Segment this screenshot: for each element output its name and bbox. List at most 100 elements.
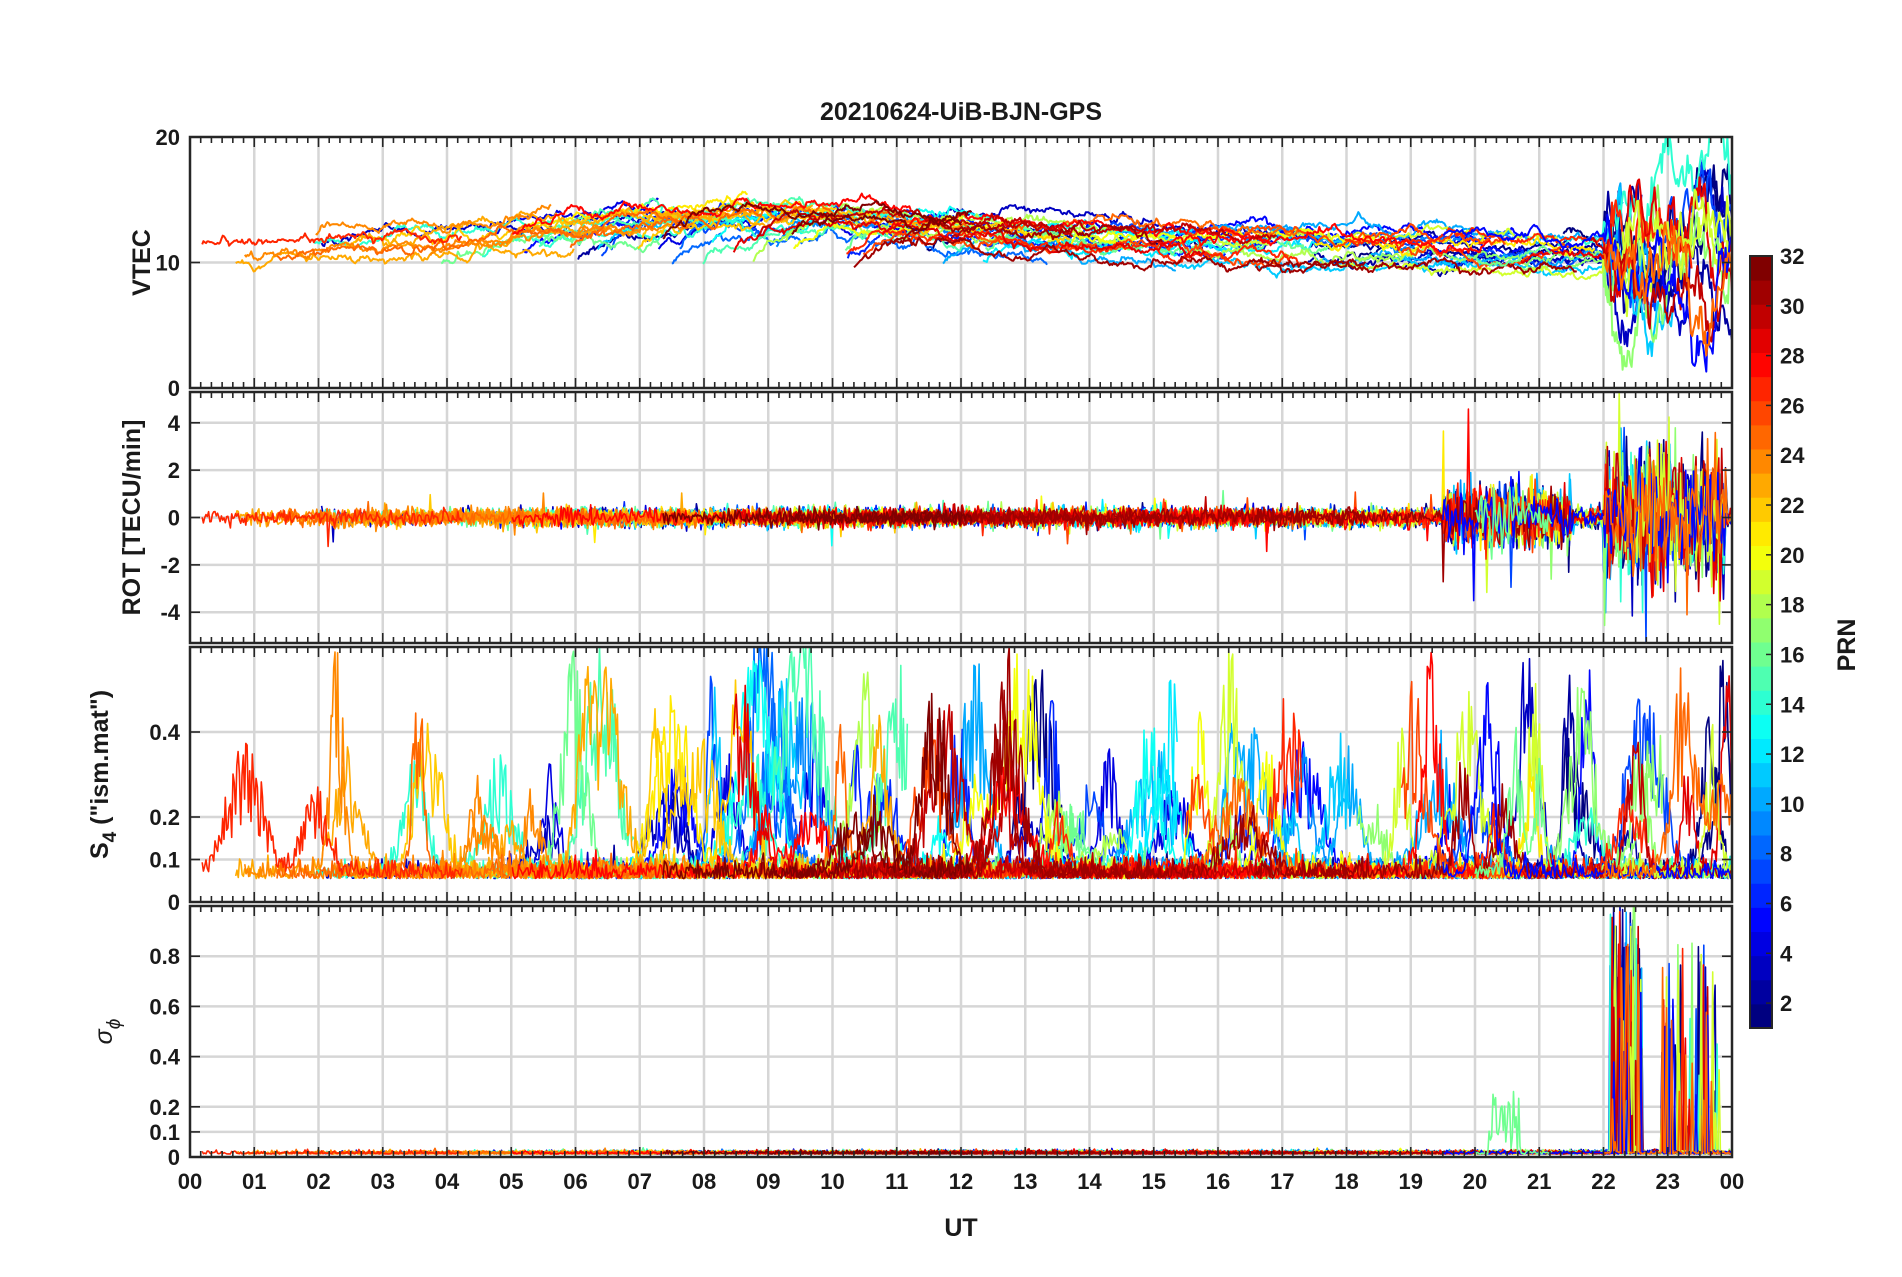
colorbar-tick-label: 10 (1780, 792, 1804, 817)
labels-layer: 01020-4-202400.10.20.400.10.20.40.60.800… (86, 98, 1744, 1242)
series-line-prn-25 (1602, 431, 1733, 616)
y-tick-label-sigphi: 0.4 (149, 1045, 180, 1070)
series-line-prn-27 (201, 228, 463, 247)
series-line-prn-29 (732, 215, 1206, 259)
series-layer (201, 136, 1733, 1155)
y-axis-label-sub: ϕ (104, 1019, 125, 1030)
x-tick-label: 06 (563, 1169, 587, 1194)
colorbar-swatch (1750, 376, 1772, 402)
series-line-prn-5 (1442, 213, 1733, 373)
colorbar-swatch (1750, 400, 1772, 426)
series-line-prn-11 (1173, 427, 1674, 558)
series-line-prn-19 (1338, 195, 1732, 318)
x-tick-label: 20 (1463, 1169, 1487, 1194)
colorbar-swatch (1750, 642, 1772, 667)
colorbar-swatch (1750, 569, 1772, 595)
y-axis-label-sigphi: σϕ (90, 1019, 125, 1045)
series-line-prn-25 (276, 218, 689, 261)
y-tick-label-s4: 0.1 (149, 848, 180, 873)
colorbar-swatch (1750, 473, 1772, 498)
x-tick-label: 00 (178, 1169, 202, 1194)
series-line-prn-32 (791, 811, 963, 879)
colorbar-tick-label: 32 (1780, 244, 1804, 269)
colorbar-label: PRN (1833, 619, 1861, 672)
colorbar-tick-label: 6 (1780, 891, 1792, 916)
x-tick-label: 15 (1142, 1169, 1166, 1194)
colorbar-swatch (1750, 810, 1772, 836)
y-tick-label-sigphi: 0.8 (149, 944, 180, 969)
series-line-prn-16 (985, 225, 1337, 256)
colorbar-swatch (1750, 424, 1772, 450)
x-tick-label: 08 (692, 1169, 716, 1194)
y-tick-label-rot: 0 (168, 506, 180, 531)
colorbar-tick-label: 26 (1780, 393, 1804, 418)
y-tick-label-vtec: 0 (168, 376, 180, 401)
x-tick-label: 18 (1334, 1169, 1358, 1194)
x-tick-label: 17 (1270, 1169, 1294, 1194)
colorbar-swatch (1750, 1003, 1772, 1029)
colorbar-tick-label: 14 (1780, 692, 1805, 717)
x-tick-label: 00 (1720, 1169, 1744, 1194)
y-tick-label-sigphi: 0.2 (149, 1095, 180, 1120)
series-line-prn-30 (757, 704, 1074, 880)
series-line-prn-10 (1157, 989, 1624, 1155)
colorbar-tick-label: 20 (1780, 543, 1804, 568)
axes-layer (188, 135, 1734, 1159)
colorbar-tick-label: 28 (1780, 344, 1804, 369)
x-tick-label: 21 (1527, 1169, 1551, 1194)
y-axis-label-rot: ROT [TECU/min] (118, 420, 146, 616)
colorbar-swatch (1750, 883, 1772, 908)
series-line-prn-25 (569, 203, 1045, 249)
series-line-prn-28 (1148, 408, 1491, 550)
colorbar-swatch (1750, 738, 1772, 764)
series-line-prn-31 (1254, 485, 1578, 583)
x-tick-label: 07 (628, 1169, 652, 1194)
colorbar-swatch (1750, 955, 1772, 981)
y-axis-label-rest: ("ism.mat") (86, 690, 114, 832)
y-axis-label-main: S (86, 842, 114, 859)
x-tick-label: 05 (499, 1169, 523, 1194)
series-line-prn-22 (637, 206, 1070, 250)
series-line-prn-27 (201, 506, 463, 548)
colorbar-tick-label: 22 (1780, 493, 1804, 518)
series-line-prn-20 (793, 215, 1141, 251)
series-line-prn-16 (1474, 486, 1553, 560)
series-line-prn-30 (1589, 223, 1733, 343)
series-line-prn-21 (1314, 236, 1596, 257)
colorbar-swatch (1750, 666, 1772, 691)
series-line-prn-24 (315, 203, 552, 236)
colorbar-tick-label: 30 (1780, 294, 1804, 319)
series-line-prn-16 (440, 232, 661, 265)
x-tick-label: 19 (1399, 1169, 1423, 1194)
series-line-prn-18 (1185, 248, 1419, 266)
colorbar-swatch (1750, 497, 1772, 522)
x-tick-label: 23 (1656, 1169, 1680, 1194)
y-axis-label-main: σ (90, 1028, 118, 1044)
y-tick-label-s4: 0.4 (149, 720, 180, 745)
x-tick-label: 11 (885, 1169, 908, 1194)
colorbar-swatch (1750, 762, 1772, 788)
x-tick-label: 09 (756, 1169, 780, 1194)
series-line-prn-5 (1442, 447, 1733, 602)
x-axis-label: UT (944, 1214, 977, 1242)
colorbar-swatch (1750, 979, 1772, 1005)
series-line-prn-28 (512, 192, 912, 235)
series-line-prn-2 (1309, 182, 1643, 267)
colorbar-tick-label: 4 (1780, 941, 1793, 966)
y-tick-label-rot: 4 (168, 411, 181, 436)
y-axis-label-sub: 4 (100, 831, 121, 842)
series-line-prn-16 (1474, 726, 1553, 879)
series-line-prn-25 (1602, 667, 1733, 880)
y-axis-label-s4: S4 ("ism.mat") (86, 690, 121, 859)
y-tick-label-rot: -2 (160, 553, 180, 578)
series-line-prn-30 (951, 778, 1278, 880)
series-line-prn-32 (662, 692, 973, 880)
colorbar-tick-label: 2 (1780, 991, 1792, 1016)
colorbar-frame (1749, 255, 1773, 1029)
x-tick-label: 02 (306, 1169, 330, 1194)
series-line-prn-31 (1255, 257, 1577, 276)
colorbar-swatch (1750, 786, 1772, 812)
